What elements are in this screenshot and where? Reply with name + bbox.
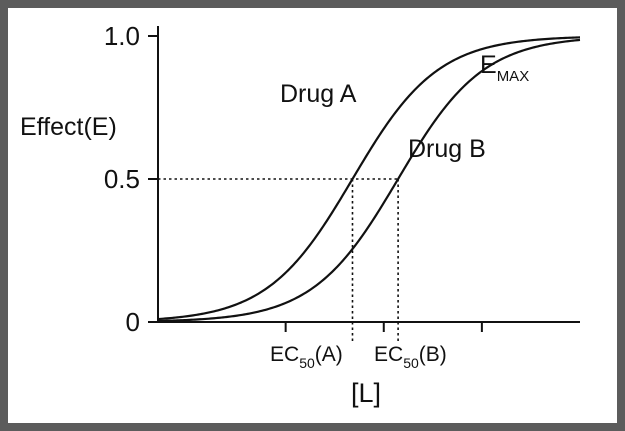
curves [157, 36, 581, 323]
ec50-guides [158, 178, 399, 342]
ec50-a-label: EC50(A) [270, 343, 343, 371]
y-tick-label: 0.5 [104, 164, 140, 194]
x-axis-label: [L] [351, 378, 381, 408]
emax-sub: MAX [497, 68, 530, 85]
axes [157, 26, 580, 323]
ec50-b-sub: 50 [403, 355, 419, 371]
ec50-a-base: EC [270, 343, 299, 366]
emax-base: E [480, 51, 497, 79]
series-label-drug-a: Drug A [280, 80, 357, 108]
ec50-b-base: EC [374, 343, 403, 366]
y-axis-label: Effect(E) [20, 113, 117, 141]
x-ticks [284, 322, 483, 332]
series-label-drug-b: Drug B [408, 135, 486, 163]
curve-drug-b [157, 38, 581, 323]
ec50-b-label: EC50(B) [374, 343, 447, 371]
y-tick-label: 1.0 [104, 21, 140, 51]
ec50-b-suffix: (B) [419, 343, 447, 366]
emax-label: EMAX [480, 51, 529, 85]
ec50-a-suffix: (A) [315, 343, 343, 366]
y-tick-label: 0 [126, 307, 140, 337]
curve-drug-a [157, 36, 581, 321]
y-ticks: 0 0.5 1.0 [104, 21, 158, 337]
ec50-a-sub: 50 [299, 355, 315, 371]
